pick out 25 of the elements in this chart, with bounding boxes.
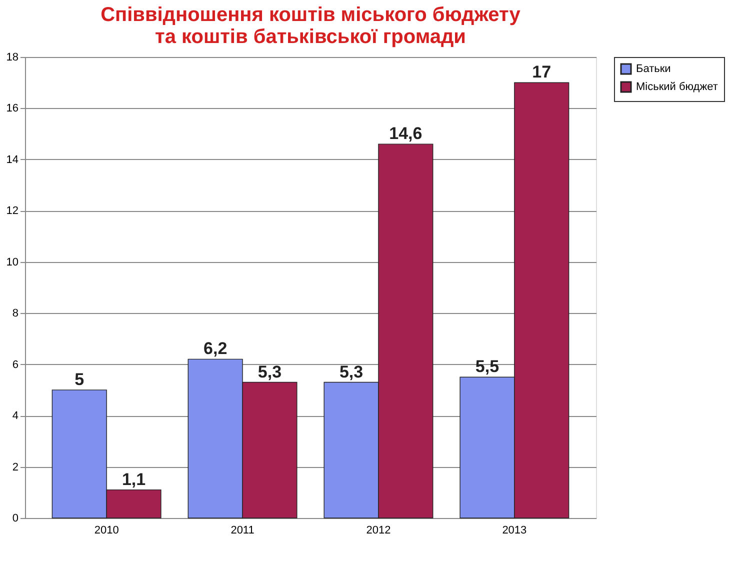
y-tick-label: 4 — [12, 410, 18, 422]
data-label: 14,6 — [389, 124, 422, 144]
x-tick-label: 2011 — [230, 524, 254, 536]
legend-label: Міський бюджет — [636, 81, 718, 93]
data-label: 5 — [74, 370, 84, 389]
data-label: 5,3 — [258, 362, 282, 382]
y-tick-label: 18 — [6, 52, 18, 64]
y-tick-label: 0 — [12, 512, 18, 524]
x-tick-label: 2010 — [94, 524, 119, 536]
y-tick-label: 8 — [12, 308, 18, 320]
data-label: 5,3 — [339, 362, 364, 382]
data-label: 1,1 — [122, 470, 146, 489]
legend-label: Батьки — [636, 63, 671, 75]
y-tick-label: 10 — [6, 256, 18, 268]
data-label: 17 — [532, 62, 552, 82]
data-label: 6,2 — [204, 339, 228, 358]
chart-title: Співвідношення коштів міського бюджету та коштів батьківської громади — [100, 4, 522, 48]
x-tick-label: 2012 — [366, 524, 391, 536]
data-label: 5,5 — [475, 357, 500, 376]
y-tick-label: 2 — [12, 461, 18, 474]
y-tick-label: 6 — [12, 358, 18, 371]
x-tick-label: 2013 — [502, 524, 527, 536]
y-tick-label: 16 — [6, 102, 18, 115]
y-tick-label: 14 — [6, 154, 18, 166]
y-tick-label: 12 — [6, 205, 18, 218]
